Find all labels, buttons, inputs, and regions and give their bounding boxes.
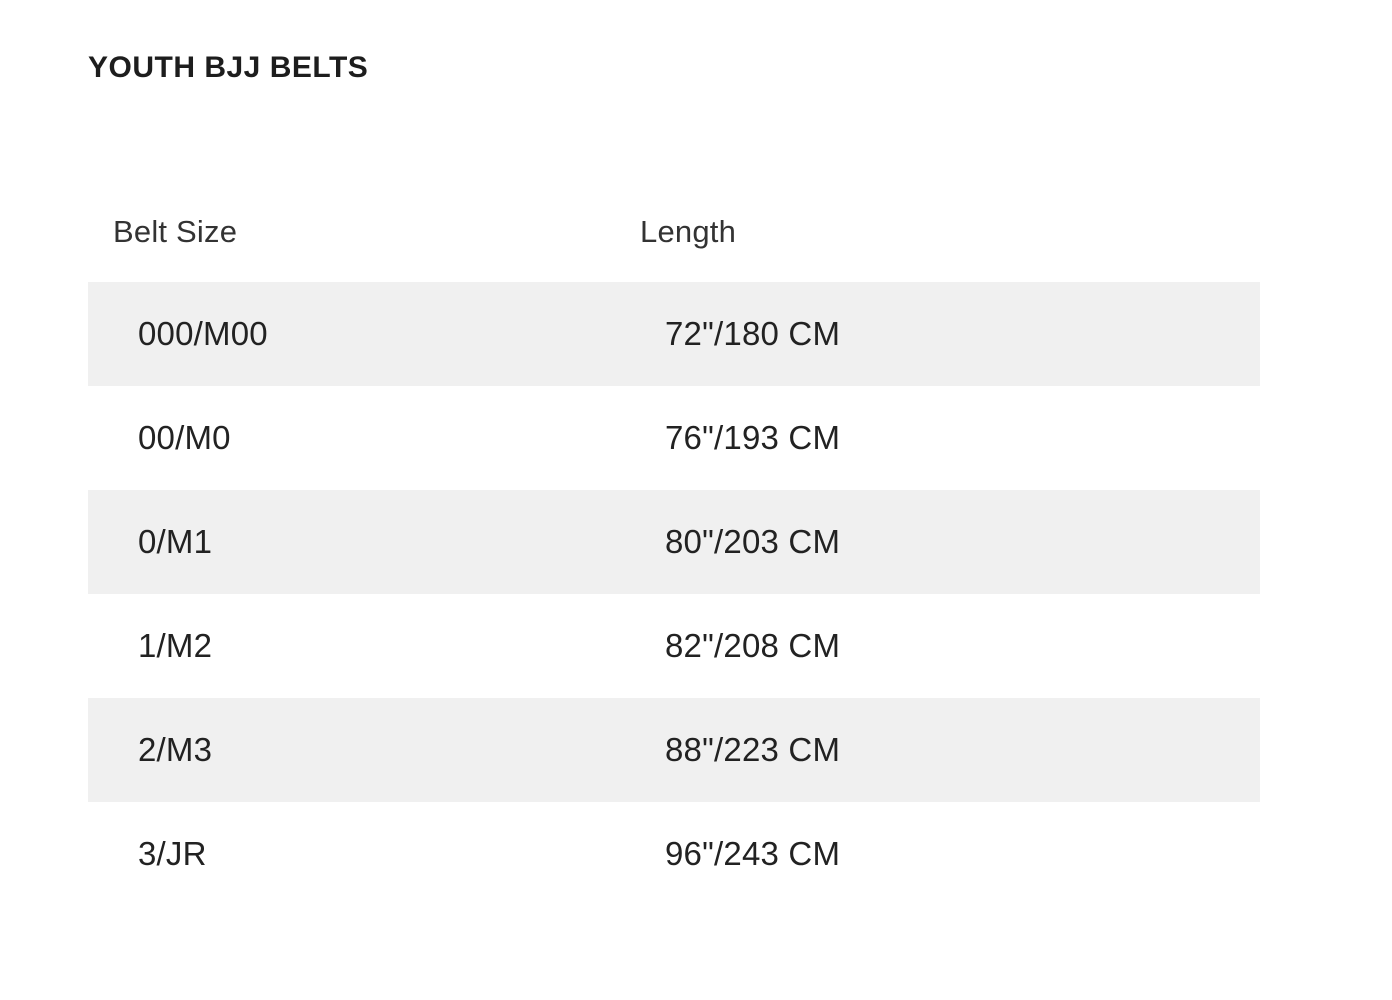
length-cell: 76"/193 CM <box>665 419 841 456</box>
table-row: 3/JR 96"/243 CM <box>88 802 1260 906</box>
length-cell: 96"/243 CM <box>665 835 841 872</box>
table-row: 0/M1 80"/203 CM <box>88 490 1260 594</box>
column-header-belt-size: Belt Size <box>113 214 238 249</box>
table-header-row: Belt Size Length <box>88 182 1260 282</box>
belt-size-cell: 1/M2 <box>138 627 213 664</box>
table-row: 1/M2 82"/208 CM <box>88 594 1260 698</box>
length-cell: 80"/203 CM <box>665 523 841 560</box>
belt-size-cell: 2/M3 <box>138 731 213 768</box>
belt-size-cell: 3/JR <box>138 835 207 872</box>
table-row: 000/M00 72"/180 CM <box>88 282 1260 386</box>
table-body: 000/M00 72"/180 CM 00/M0 76"/193 CM 0/M1 80"/… <box>88 282 1260 906</box>
belt-size-cell: 000/M00 <box>138 315 268 352</box>
belt-size-cell: 00/M0 <box>138 419 231 456</box>
size-chart-table: Belt Size Length 000/M00 72"/180 CM 00/M0 7… <box>88 182 1260 906</box>
length-cell: 88"/223 CM <box>665 731 841 768</box>
table-row: 2/M3 88"/223 CM <box>88 698 1260 802</box>
column-header-length: Length <box>640 214 737 249</box>
section-title: YOUTH BJJ BELTS <box>88 51 369 84</box>
table-row: 00/M0 76"/193 CM <box>88 386 1260 490</box>
length-cell: 72"/180 CM <box>665 315 841 352</box>
length-cell: 82"/208 CM <box>665 627 841 664</box>
belt-size-cell: 0/M1 <box>138 523 213 560</box>
